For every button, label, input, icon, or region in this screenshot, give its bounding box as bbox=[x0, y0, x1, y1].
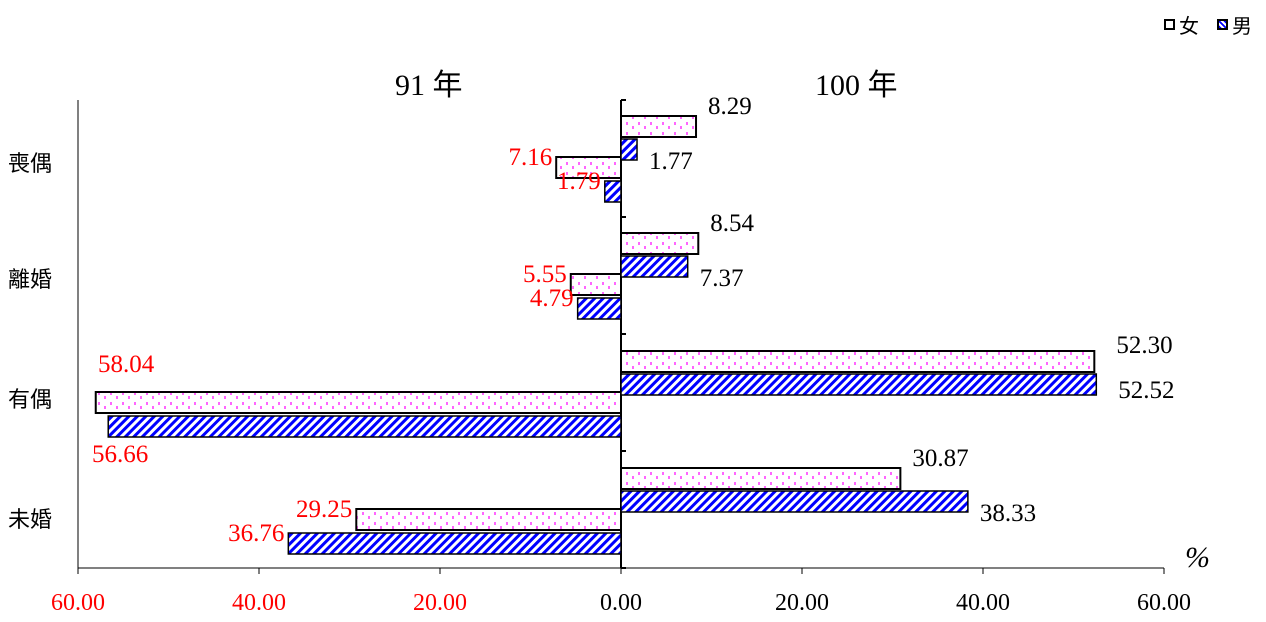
x-tick-label: 40.00 bbox=[956, 590, 1010, 616]
data-label: 5.55 bbox=[523, 261, 567, 288]
x-tick-label: 60.00 bbox=[51, 590, 105, 616]
data-label: 4.79 bbox=[530, 285, 574, 312]
bar-female-left bbox=[555, 156, 623, 179]
x-tick-label: 20.00 bbox=[775, 590, 829, 616]
bar-female-left bbox=[569, 273, 623, 296]
bar-male-left bbox=[576, 297, 622, 320]
bar-male-right bbox=[620, 490, 969, 513]
legend-label-male: 男 bbox=[1232, 14, 1252, 38]
category-label: 有偶 bbox=[8, 388, 53, 413]
x-tick-label: 40.00 bbox=[232, 590, 286, 616]
data-label: 8.29 bbox=[708, 93, 752, 120]
bar-male-left bbox=[107, 415, 622, 438]
bar-male-left bbox=[604, 180, 622, 203]
data-label: 52.52 bbox=[1118, 377, 1174, 404]
data-label: 7.37 bbox=[700, 265, 744, 292]
legend-label-female: 女 bbox=[1179, 14, 1199, 38]
data-label: 30.87 bbox=[912, 445, 968, 472]
data-label: 1.77 bbox=[649, 148, 693, 175]
x-tick-label: 0.00 bbox=[600, 590, 642, 616]
category-label: 離婚 bbox=[8, 268, 53, 293]
data-label: 36.76 bbox=[228, 520, 284, 547]
period-label-left: 91 年 bbox=[395, 69, 463, 102]
data-label: 1.79 bbox=[557, 168, 601, 195]
data-label: 8.54 bbox=[710, 210, 754, 237]
female-swatch-icon bbox=[1164, 19, 1175, 30]
bar-female-right bbox=[620, 350, 1096, 373]
x-tick-labels: 60.00 40.00 20.00 0.00 20.00 40.00 60.00 bbox=[51, 590, 1191, 616]
legend-item-male: 男 bbox=[1217, 10, 1252, 39]
data-labels: 7.161.79 8.29 1.77 5.554.79 8.54 7.37 58.04 56.… bbox=[92, 93, 1175, 547]
bar-male-right bbox=[620, 138, 638, 161]
bar-female-right bbox=[620, 467, 902, 490]
x-tick-label: 60.00 bbox=[1137, 590, 1191, 616]
data-label: 52.30 bbox=[1116, 332, 1172, 359]
legend-item-female: 女 bbox=[1164, 10, 1199, 39]
bar-male-right bbox=[620, 255, 689, 278]
data-label: 56.66 bbox=[92, 441, 148, 468]
unit-label: % bbox=[1185, 541, 1210, 574]
data-label: 58.04 bbox=[98, 351, 155, 378]
data-label: 38.33 bbox=[980, 500, 1036, 527]
data-label: 29.25 bbox=[296, 496, 352, 523]
bar-male-left bbox=[287, 532, 622, 555]
bar-female-left bbox=[355, 508, 622, 531]
category-label: 未婚 bbox=[8, 508, 53, 533]
bar-female-right bbox=[620, 115, 698, 138]
bar-female-right bbox=[620, 232, 700, 255]
period-label-right: 100 年 bbox=[815, 69, 898, 102]
bar-male-right bbox=[620, 373, 1098, 396]
x-tick-label: 20.00 bbox=[413, 590, 467, 616]
bars bbox=[94, 115, 1098, 555]
data-label: 7.16 bbox=[508, 144, 552, 171]
category-label: 喪偶 bbox=[8, 152, 53, 177]
male-swatch-icon bbox=[1217, 19, 1228, 30]
legend: 女 男 bbox=[1164, 10, 1252, 39]
bar-female-left bbox=[94, 391, 623, 414]
